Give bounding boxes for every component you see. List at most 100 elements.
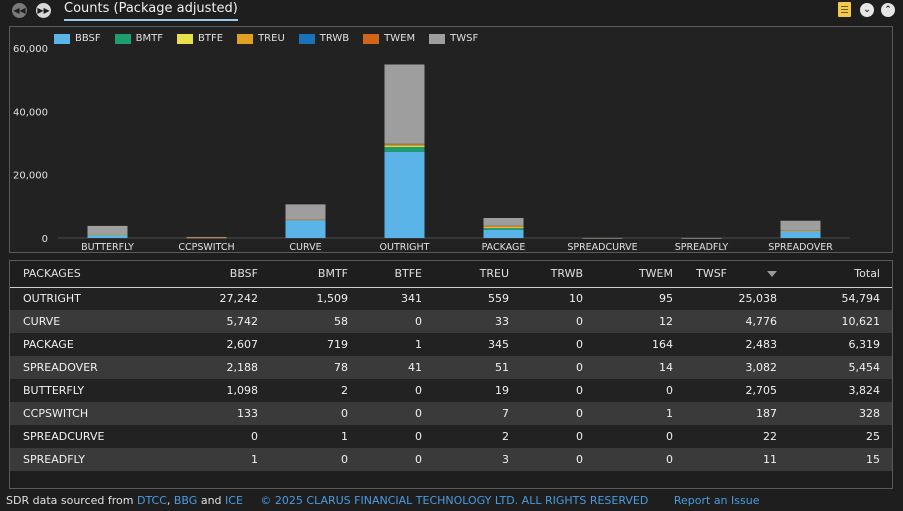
count-cell: 328 — [859, 407, 880, 420]
table-row[interactable]: SPREADFLY 1 0 0 3 0 0 11 15 — [10, 448, 892, 471]
legend-item-bbsf[interactable]: BBSF — [54, 33, 101, 44]
bar-segment-butterfly-twsf[interactable] — [87, 225, 128, 235]
legend-label: BTFE — [198, 33, 224, 44]
table-row[interactable]: OUTRIGHT 27,242 1,509 341 559 10 95 25,038 54,79… — [10, 287, 892, 310]
count-cell: 0 — [666, 384, 673, 397]
table-row[interactable]: SPREADOVER 2,188 78 41 51 0 14 3,082 5,454 — [10, 356, 892, 379]
column-header-btfe[interactable]: BTFE — [360, 261, 434, 287]
count-cell: 133 — [237, 407, 258, 420]
prev-page-button[interactable]: ◀◀ — [12, 3, 27, 18]
bar-segment-curve-bbsf[interactable] — [285, 219, 326, 238]
expand-button[interactable]: ⌃ — [881, 3, 895, 17]
bar-segment-package-bmtf[interactable] — [483, 227, 524, 230]
column-header-twsf[interactable]: TWSF — [685, 261, 789, 287]
bar-segment-spreadover-twsf[interactable] — [780, 220, 821, 231]
count-cell: 1,509 — [316, 292, 349, 306]
sort-desc-icon[interactable] — [767, 271, 777, 278]
table-row[interactable]: CCPSWITCH 133 0 0 7 0 1 187 328 — [10, 402, 892, 425]
bar-segment-butterfly-treu[interactable] — [87, 234, 128, 236]
bar-segment-outright-btfe[interactable] — [384, 145, 425, 147]
column-header-total[interactable]: Total — [789, 261, 892, 287]
bar-segment-package-twem[interactable] — [483, 225, 524, 227]
count-cell: 3 — [502, 453, 509, 466]
count-cell: 719 — [327, 338, 348, 351]
count-cell: 0 — [576, 384, 583, 397]
count-cell: 0 — [341, 453, 348, 466]
legend-item-trwb[interactable]: TRWB — [298, 33, 350, 44]
legend-item-twem[interactable]: TWEM — [363, 33, 415, 44]
column-header-bmtf[interactable]: BMTF — [270, 261, 360, 287]
bar-segment-package-bbsf[interactable] — [483, 229, 524, 238]
column-header-twem[interactable]: TWEM — [595, 261, 685, 287]
table-row[interactable]: SPREADCURVE 0 1 0 2 0 0 22 25 — [10, 425, 892, 448]
package-name-cell: CURVE — [23, 315, 61, 328]
tab-counts-package-adjusted[interactable]: Counts (Package adjusted) — [64, 1, 238, 21]
bar-segment-ccpswitch-twsf[interactable] — [186, 236, 227, 238]
collapse-button[interactable]: ⌄ — [860, 3, 874, 17]
bar-segment-curve-twsf[interactable] — [285, 204, 326, 220]
bar-segment-package-treu[interactable] — [483, 226, 524, 228]
export-icon[interactable] — [838, 2, 851, 17]
ice-link[interactable]: ICE — [225, 494, 243, 507]
table-row[interactable]: BUTTERFLY 1,098 2 0 19 0 0 2,705 3,824 — [10, 379, 892, 402]
legend-label: BBSF — [75, 33, 101, 44]
legend-item-twsf[interactable]: TWSF — [429, 33, 478, 44]
legend-swatch — [114, 33, 131, 44]
bbg-link[interactable]: BBG — [173, 494, 198, 507]
table-row[interactable]: PACKAGE 2,607 719 1 345 0 164 2,483 6,319 — [10, 333, 892, 356]
bar-segment-outright-bbsf[interactable] — [384, 151, 425, 238]
bar-segment-outright-trwb[interactable] — [384, 144, 425, 145]
column-header-packages[interactable]: PACKAGES — [10, 261, 160, 287]
legend-item-bmtf[interactable]: BMTF — [114, 33, 163, 44]
bar-segment-spreadfly-twsf[interactable] — [681, 237, 722, 239]
count-cell: 0 — [415, 315, 422, 328]
report-issue-link[interactable]: Report an Issue — [673, 494, 760, 507]
bar-segment-outright-twsf[interactable] — [384, 64, 425, 144]
count-cell: 0 — [576, 430, 583, 443]
count-cell: 0 — [576, 453, 583, 466]
count-cell: 164 — [652, 338, 673, 351]
count-cell: 0 — [576, 407, 583, 420]
bar-segment-spreadcurve-twsf[interactable] — [582, 237, 623, 239]
column-header-trwb[interactable]: TRWB — [521, 261, 595, 287]
footer: SDR data sourced from DTCC, BBG and ICE … — [6, 494, 759, 507]
legend-label: TRWB — [319, 33, 350, 44]
column-header-bbsf[interactable]: BBSF — [160, 261, 270, 287]
count-cell: 0 — [415, 384, 422, 397]
bar-segment-spreadover-bbsf[interactable] — [780, 231, 821, 238]
next-page-button[interactable]: ▶▶ — [36, 3, 51, 18]
footer-and: and — [200, 494, 222, 507]
column-header-label: PACKAGES — [23, 267, 81, 281]
bar-segment-package-twsf[interactable] — [483, 217, 524, 226]
package-name-cell: BUTTERFLY — [23, 384, 85, 397]
column-header-label: BTFE — [394, 267, 422, 281]
bar-segment-outright-twem[interactable] — [384, 143, 425, 145]
column-header-label: TREU — [479, 267, 509, 281]
count-cell: 33 — [495, 315, 509, 328]
chevron-down-icon: ⌄ — [863, 5, 871, 15]
bar-segment-outright-treu[interactable] — [384, 144, 425, 146]
legend-swatch — [363, 33, 380, 44]
dtcc-link[interactable]: DTCC — [136, 494, 167, 507]
column-header-treu[interactable]: TREU — [434, 261, 521, 287]
column-header-label: Total — [854, 267, 880, 281]
count-cell: 15 — [866, 453, 880, 466]
x-tick-label: BUTTERFLY — [81, 242, 134, 252]
bar-segment-curve-twem[interactable] — [285, 219, 326, 221]
x-tick-label: CCPSWITCH — [178, 242, 234, 252]
column-header-label: BBSF — [229, 267, 258, 281]
bar-segment-spreadover-twem[interactable] — [780, 230, 821, 232]
column-header-label: TWSF — [696, 267, 727, 281]
legend-item-btfe[interactable]: BTFE — [177, 33, 223, 44]
legend-item-treu[interactable]: TREU — [237, 33, 285, 44]
count-cell: 0 — [415, 453, 422, 466]
bar-segment-outright-bmtf[interactable] — [384, 146, 425, 152]
bar-segment-butterfly-bbsf[interactable] — [87, 234, 128, 238]
bar-segment-package-btfe[interactable] — [483, 227, 524, 229]
table-row[interactable]: CURVE 5,742 58 0 33 0 12 4,776 10,621 — [10, 310, 892, 333]
bar-segment-ccpswitch-twem[interactable] — [186, 237, 227, 239]
legend-label: TWSF — [450, 33, 479, 44]
x-tick-label: OUTRIGHT — [380, 242, 430, 252]
stacked-bar-chart: 60,000 40,000 20,000 0 BUTTERFLY CCPSWITCH CUR… — [13, 44, 850, 252]
column-header-label: BMTF — [317, 267, 348, 281]
